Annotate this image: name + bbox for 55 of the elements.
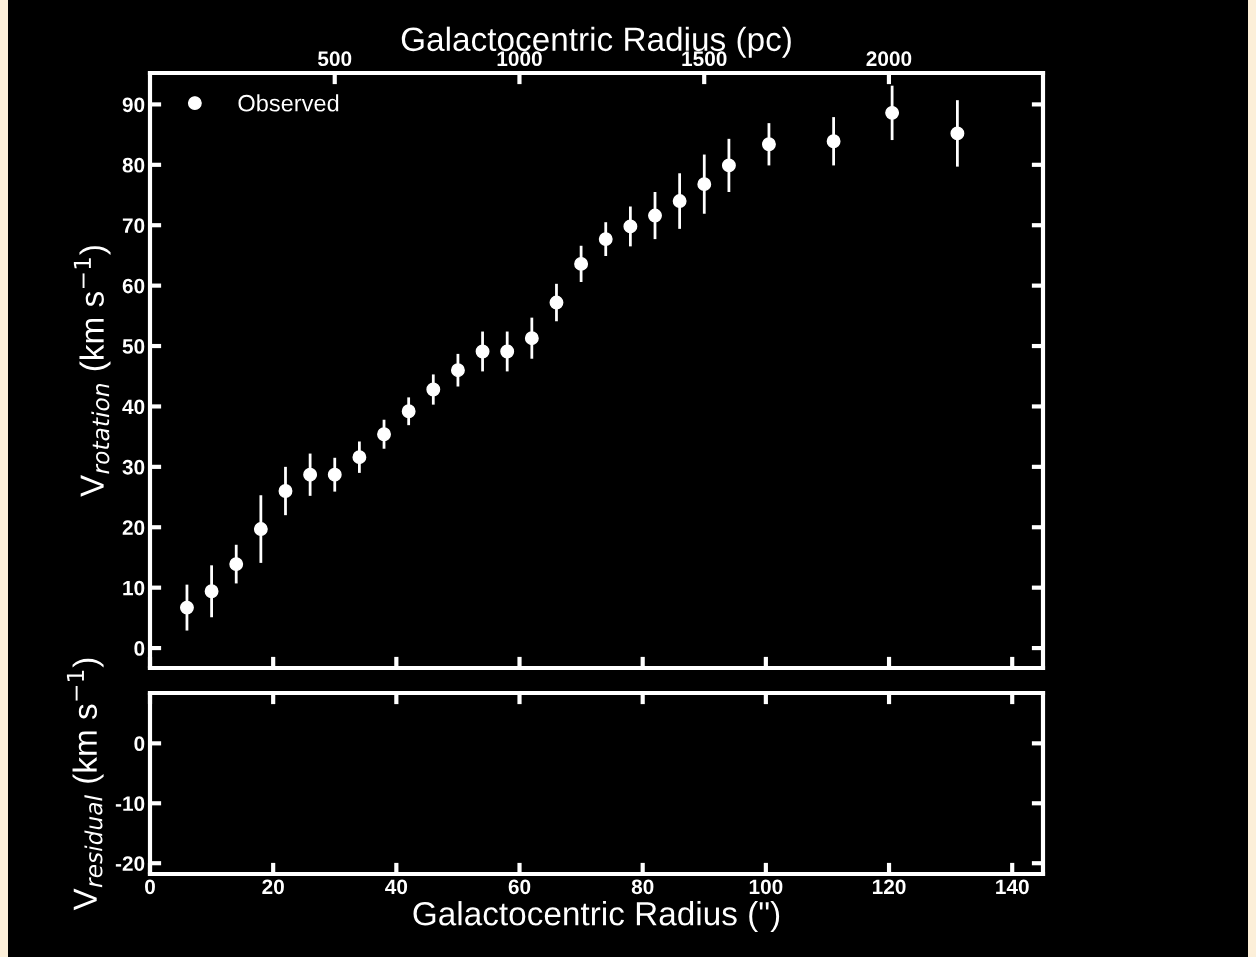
- x-axis-title: Galactocentric Radius ("): [413, 901, 780, 933]
- y-tick-label: 60: [122, 278, 145, 294]
- legend-label: Observed: [238, 94, 339, 112]
- point: [180, 600, 194, 615]
- x-tick-label: 80: [631, 879, 654, 895]
- y-tick-label: 50: [122, 339, 145, 354]
- y-tick-label: 90: [122, 97, 145, 113]
- x2-tick-label: 2000: [866, 51, 912, 67]
- point: [697, 177, 712, 192]
- point: [885, 105, 900, 120]
- point: [598, 232, 613, 247]
- y-tick-label: -10: [115, 796, 145, 812]
- y-tick-label: 10: [123, 580, 145, 596]
- x-tick-label: 0: [145, 879, 155, 895]
- point: [327, 467, 342, 482]
- point: [721, 158, 736, 173]
- point: [352, 450, 367, 465]
- point: [761, 137, 776, 152]
- point: [278, 484, 293, 498]
- point: [475, 344, 490, 359]
- y-tick-label: 20: [122, 520, 145, 536]
- x-tick-label: 20: [262, 879, 284, 895]
- y-axis-title: V$_{residual}$ (km s$^{−1}$): [66, 658, 104, 911]
- point: [950, 126, 965, 141]
- y-tick-label: 40: [122, 399, 145, 415]
- x-tick-label: 140: [996, 879, 1029, 895]
- point: [229, 557, 244, 572]
- point: [377, 427, 391, 442]
- point: [450, 363, 465, 378]
- x2-tick-label: 1500: [682, 51, 727, 67]
- y-axis-title: V$_{rotation}$ (km s$^{−1}$): [73, 246, 111, 497]
- point: [623, 219, 638, 234]
- point: [524, 331, 539, 346]
- x-tick-label: 120: [872, 879, 906, 895]
- point: [500, 344, 515, 359]
- point: [253, 522, 268, 537]
- point: [204, 584, 219, 599]
- point: [648, 208, 662, 223]
- point: [401, 404, 416, 419]
- point: [672, 194, 687, 209]
- point: [426, 382, 441, 397]
- x-tick-label: 40: [385, 879, 408, 895]
- y-tick-label: 30: [122, 459, 145, 475]
- point: [303, 467, 318, 482]
- x-tick-label: 60: [508, 879, 531, 895]
- point: [549, 295, 564, 310]
- y-tick-label: 0: [134, 736, 145, 752]
- y-tick-label: -20: [115, 856, 145, 871]
- point: [826, 134, 841, 149]
- x2-tick-label: 500: [318, 51, 352, 67]
- point: [574, 256, 589, 271]
- y-tick-label: 70: [122, 218, 145, 233]
- y-tick-label: 0: [134, 641, 145, 656]
- x-tick-label: 100: [749, 879, 783, 895]
- y-tick-label: 80: [122, 157, 145, 173]
